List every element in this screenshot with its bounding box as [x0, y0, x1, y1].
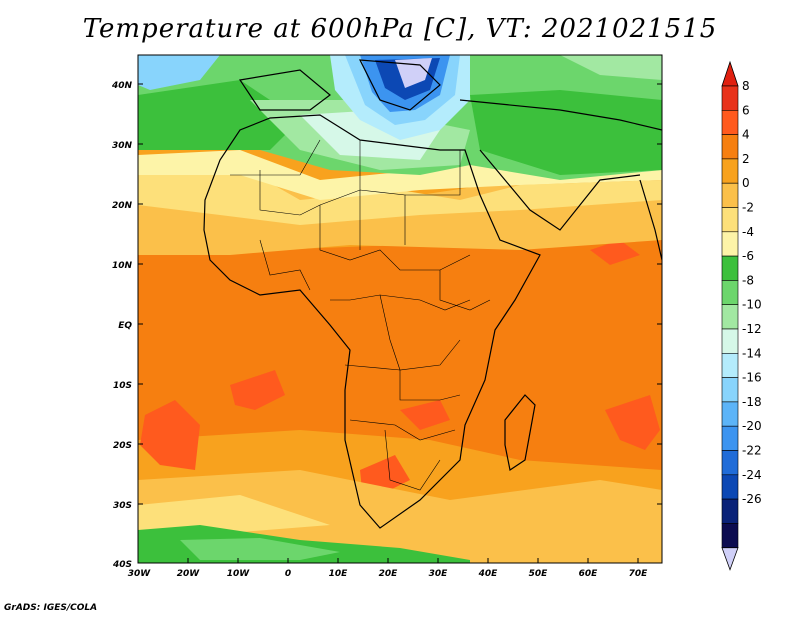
colorbar-label: -16	[742, 371, 762, 385]
colorbar-swatch	[721, 255, 739, 281]
lat-label: 10N	[112, 261, 133, 271]
colorbar-label: 4	[742, 128, 750, 142]
colorbar-swatch	[721, 401, 739, 427]
longitude-axis: 30W 20W 10W 0 10E 20E 30E 40E 50E 60E 70…	[128, 558, 648, 579]
colorbar-label: -18	[742, 395, 762, 409]
colorbar-swatch	[721, 377, 739, 403]
colorbar-label: -12	[742, 322, 762, 336]
lon-label: 10E	[329, 569, 349, 579]
colorbar-swatch	[721, 85, 739, 111]
field-cold-5	[395, 58, 432, 88]
map-title: Temperature at 600hPa [C], VT: 202102151…	[82, 14, 718, 44]
lon-label: 70E	[629, 569, 649, 579]
colorbar-label: -14	[742, 346, 762, 360]
field-patch-red-z	[400, 400, 450, 430]
colorbar-swatch	[721, 328, 739, 354]
colorbar-label: -10	[742, 298, 762, 312]
lon-label: 30W	[128, 569, 152, 579]
colorbar-label: -24	[742, 468, 762, 482]
colorbar-swatch	[721, 474, 739, 500]
field-patch-red-c	[230, 370, 285, 410]
colorbar-label: -2	[742, 201, 754, 215]
balkans-outline	[358, 59, 441, 111]
field-cold-nw	[138, 55, 220, 90]
colorbar-label: 8	[742, 79, 750, 93]
colorbar-label: -22	[742, 444, 762, 458]
lon-label: 0	[285, 569, 291, 579]
africa-outline	[203, 114, 541, 529]
field-sahara-yellow	[138, 160, 662, 225]
colorbar-label: -8	[742, 273, 754, 287]
colorbar-bottom-arrow	[721, 547, 739, 571]
field-south-green-light	[180, 538, 340, 560]
lat-label: 20N	[112, 201, 133, 211]
coastlines	[203, 59, 662, 529]
colorbar-label: -20	[742, 419, 762, 433]
lon-label: 30E	[429, 569, 449, 579]
colorbar-label: 0	[742, 176, 750, 190]
lon-label: 20E	[379, 569, 399, 579]
lat-label: 40N	[111, 81, 133, 91]
colorbar-top-arrow	[721, 60, 739, 87]
field-green-dark-e	[470, 90, 662, 175]
credit-text: GrADS: IGES/COLA	[4, 603, 98, 613]
lat-label: 10S	[113, 381, 132, 391]
colorbar: 8 6 4 2 0 -2 -4 -6 -8 -10 -12 -14 -16 -18 -20 -22 -24 -26	[721, 60, 762, 571]
colorbar-swatch	[721, 158, 739, 184]
colorbar-swatch	[721, 280, 739, 305]
lon-label: 10W	[227, 569, 251, 579]
colorbar-swatch	[721, 182, 739, 208]
latitude-axis: 40N 30N 20N 10N EQ 10S 20S 30S 40S	[111, 81, 662, 570]
field-ne-light	[560, 55, 662, 80]
field-patch-red-w	[140, 400, 200, 470]
temperature-field	[138, 55, 662, 563]
colorbar-label: -26	[742, 492, 762, 506]
map-frame	[137, 54, 663, 564]
arabia-outline	[479, 149, 641, 231]
colorbar-swatch	[721, 110, 739, 135]
field-patch-red-ne	[590, 240, 640, 265]
lon-label: 40E	[478, 569, 499, 579]
lon-label: 20W	[177, 569, 201, 579]
colorbar-label: 6	[742, 103, 750, 117]
colorbar-swatch	[721, 134, 739, 160]
lat-label: 40S	[112, 560, 132, 570]
borders	[230, 139, 491, 491]
india-outline	[639, 179, 662, 261]
lat-label: 30N	[112, 141, 133, 151]
colorbar-swatch	[721, 498, 739, 524]
colorbar-swatch	[721, 207, 739, 233]
madagascar-outline	[504, 394, 536, 471]
colorbar-swatch	[721, 304, 739, 330]
middle-east-outline	[459, 99, 662, 131]
colorbar-swatch	[721, 352, 739, 378]
colorbar-swatch	[721, 425, 739, 451]
field-green-dark-w	[138, 80, 300, 150]
lat-label: EQ	[118, 321, 132, 331]
lon-label: 60E	[579, 569, 599, 579]
lon-label: 50E	[529, 569, 549, 579]
colorbar-swatch	[721, 523, 739, 549]
colorbar-label: -6	[742, 249, 754, 263]
colorbar-label: 2	[742, 152, 750, 166]
lat-label: 20S	[113, 441, 132, 451]
lat-label: 30S	[113, 501, 132, 511]
colorbar-swatch	[721, 450, 739, 476]
iberia-outline	[238, 69, 331, 111]
field-patch-red-e	[605, 395, 660, 450]
colorbar-swatch	[721, 231, 739, 257]
colorbar-label: -4	[742, 225, 754, 239]
